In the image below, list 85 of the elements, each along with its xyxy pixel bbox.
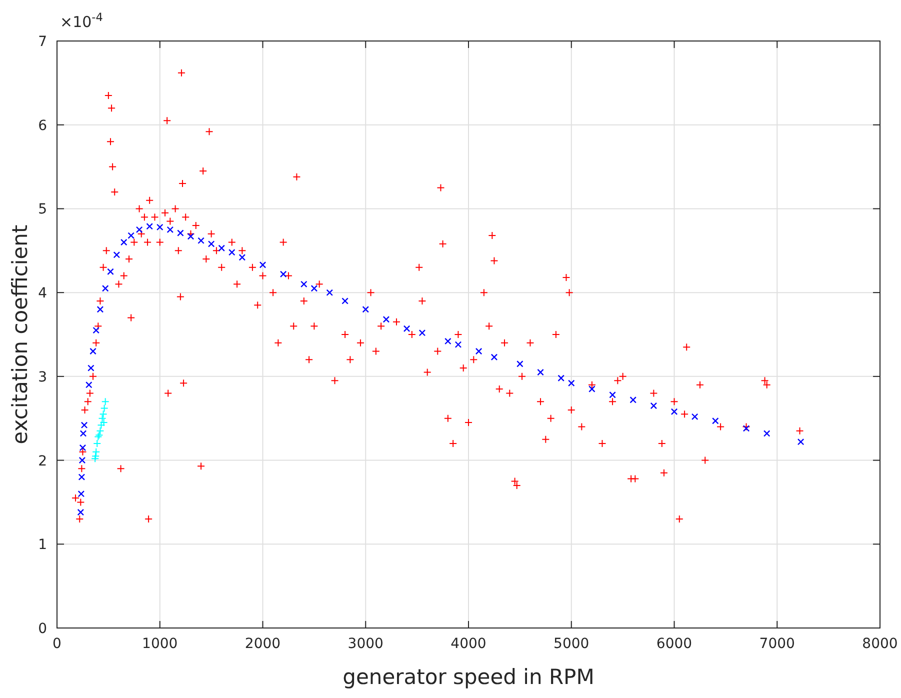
point xyxy=(712,417,719,424)
point xyxy=(650,402,658,410)
x-tick-label: 6000 xyxy=(656,636,692,652)
text: ×10$^{-4}$ xyxy=(60,10,103,31)
point xyxy=(362,306,370,313)
point xyxy=(280,270,287,278)
point xyxy=(177,230,184,236)
point xyxy=(490,354,498,361)
point xyxy=(120,238,128,246)
point xyxy=(326,289,334,296)
point xyxy=(218,244,225,252)
y-tick-label: 7 xyxy=(38,34,47,50)
point xyxy=(537,368,544,376)
x-tick-label: 3000 xyxy=(348,636,384,652)
y-axis-title: excitation coefficient xyxy=(8,224,32,444)
y-tick-label: 5 xyxy=(38,202,47,218)
point xyxy=(92,448,100,456)
point xyxy=(691,413,698,420)
point xyxy=(763,430,770,437)
point xyxy=(90,348,96,355)
point xyxy=(238,254,246,261)
x-tick-label: 4000 xyxy=(450,636,486,652)
point xyxy=(558,374,564,382)
point xyxy=(113,251,120,258)
point xyxy=(92,452,100,460)
point xyxy=(80,422,88,428)
point xyxy=(187,232,194,240)
point xyxy=(797,438,804,446)
point xyxy=(99,410,108,418)
point xyxy=(107,268,114,276)
point xyxy=(88,364,94,372)
point xyxy=(342,298,348,304)
y-tick-label: 3 xyxy=(38,369,47,386)
x-tick-label: 7000 xyxy=(759,636,795,652)
point xyxy=(102,284,109,292)
x-axis-title: generator speed in RPM xyxy=(342,665,594,689)
x-tick-label: 5000 xyxy=(554,636,590,652)
point xyxy=(78,474,86,480)
point xyxy=(568,380,575,387)
point xyxy=(80,430,87,437)
point xyxy=(742,425,750,432)
point xyxy=(670,408,678,416)
x-tick-label: 1000 xyxy=(142,636,178,652)
point xyxy=(198,237,204,244)
point xyxy=(454,341,462,348)
point xyxy=(78,456,86,464)
point xyxy=(208,240,215,248)
y-tick-label: 0 xyxy=(38,621,47,637)
point xyxy=(516,360,524,368)
point xyxy=(166,226,174,234)
point xyxy=(418,329,426,336)
point xyxy=(310,284,318,292)
point xyxy=(136,226,143,234)
point xyxy=(588,386,596,392)
y-tick-label: 1 xyxy=(38,537,47,554)
point xyxy=(77,508,84,516)
point xyxy=(475,348,482,355)
x-tick-label: 0 xyxy=(52,636,62,652)
y-tick-label: 2 xyxy=(38,453,47,470)
point xyxy=(146,222,153,230)
point xyxy=(93,440,102,448)
y-tick-label: 6 xyxy=(38,118,48,134)
point xyxy=(78,490,85,498)
point xyxy=(609,391,616,398)
point xyxy=(382,316,390,323)
x-tick-label: 8000 xyxy=(862,636,898,652)
point xyxy=(79,444,86,452)
point xyxy=(403,325,410,332)
point xyxy=(92,326,100,334)
point xyxy=(228,248,236,256)
point xyxy=(630,396,636,404)
point xyxy=(96,306,104,313)
point xyxy=(300,280,308,288)
point xyxy=(259,262,266,268)
point xyxy=(101,398,110,406)
point xyxy=(128,232,134,239)
point xyxy=(85,381,92,388)
point xyxy=(91,454,100,463)
y-tick-label: 4 xyxy=(38,286,48,302)
point xyxy=(156,224,164,231)
point xyxy=(100,404,108,412)
x-tick-label: 2000 xyxy=(244,636,281,652)
point xyxy=(97,421,106,430)
point xyxy=(444,338,452,345)
point xyxy=(96,426,104,435)
